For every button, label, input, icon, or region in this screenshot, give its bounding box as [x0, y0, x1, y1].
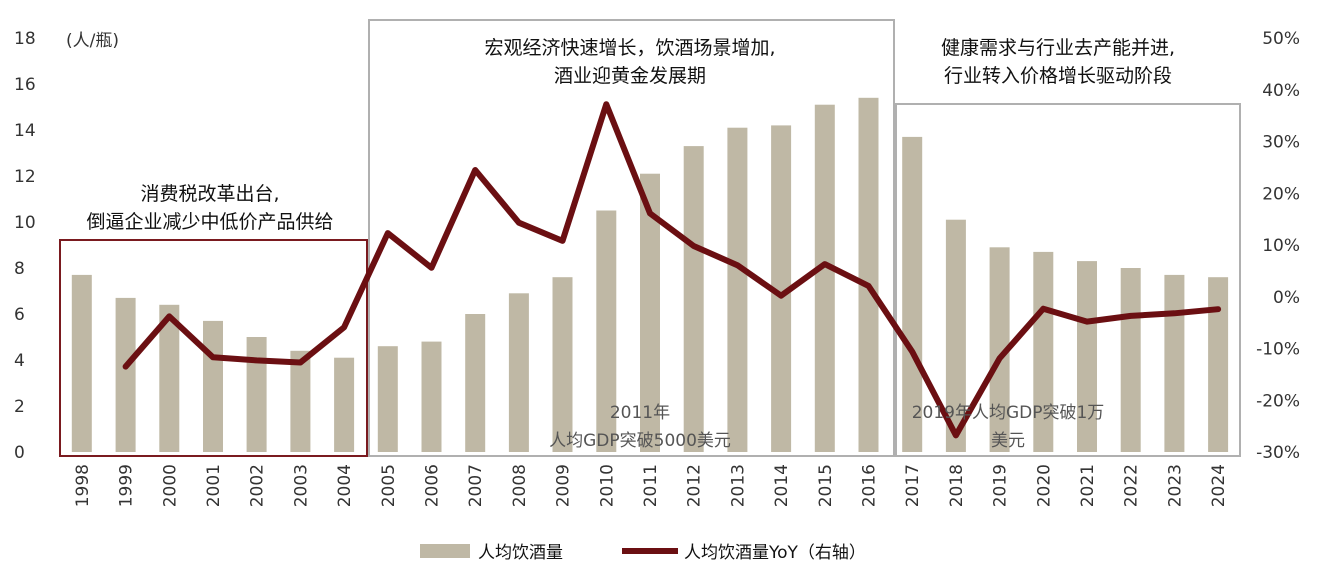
- right-axis-tick-label: 30%: [1262, 133, 1300, 153]
- left-axis-tick-label: 10: [14, 213, 36, 233]
- bar-2006: [421, 341, 442, 452]
- right-axis-tick-label: -30%: [1256, 443, 1300, 463]
- x-axis-tick-2015: 2015: [816, 464, 836, 507]
- legend-label-line: 人均饮酒量YoY（右轴）: [684, 543, 866, 563]
- x-axis-tick-2004: 2004: [335, 464, 355, 507]
- bar-1998: [71, 274, 92, 452]
- annotation-box3-line2: 行业转入价格增长驱动阶段: [944, 65, 1172, 87]
- left-axis-tick-label: 18: [14, 29, 36, 49]
- annotation-box3-line1: 健康需求与行业去产能并进,: [941, 37, 1175, 59]
- bar-2015: [814, 104, 835, 452]
- x-axis-tick-2023: 2023: [1165, 464, 1185, 507]
- annotation-box-price-driven-stage: [895, 103, 1241, 457]
- bar-2002: [246, 337, 267, 452]
- right-axis-tick-label: -20%: [1256, 391, 1300, 411]
- legend: 人均饮酒量 人均饮酒量YoY（右轴）: [420, 543, 866, 563]
- yoy-series-line: [122, 101, 1222, 439]
- bar-2009: [552, 277, 573, 452]
- x-axis-tick-1998: 1998: [73, 464, 93, 507]
- bar-2005: [377, 346, 398, 452]
- x-axis-tick-2011: 2011: [641, 464, 661, 507]
- left-axis-tick-label: 16: [14, 75, 36, 95]
- left-axis-tick-label: 14: [14, 121, 36, 141]
- x-axis-tick-2024: 2024: [1209, 464, 1229, 507]
- left-axis-tick-label: 0: [14, 443, 25, 463]
- bar-2018: [945, 219, 966, 452]
- annotation-box1-line1: 消费税改革出台,: [140, 183, 279, 205]
- bar-2016: [858, 97, 879, 453]
- right-axis-tick-label: 0%: [1273, 288, 1300, 308]
- bar-2012: [683, 146, 704, 452]
- annotation-box2-line1: 宏观经济快速增长，饮酒场景增加,: [484, 37, 775, 59]
- bar-2004: [334, 357, 355, 452]
- bar-2000: [159, 304, 180, 452]
- x-axis-tick-2010: 2010: [597, 464, 617, 507]
- left-axis-tick-label: 4: [14, 351, 25, 371]
- legend-label-bar: 人均饮酒量: [478, 543, 563, 563]
- x-axis-tick-2018: 2018: [947, 464, 967, 507]
- bar-2023: [1164, 274, 1185, 452]
- x-axis-tick-2017: 2017: [903, 464, 923, 507]
- right-axis-tick-label: -10%: [1256, 340, 1300, 360]
- note-2019-line1: 2019年人均GDP突破1万: [912, 403, 1105, 423]
- x-axis-tick-2022: 2022: [1122, 464, 1142, 507]
- bar-2011: [640, 173, 660, 452]
- annotation-box-golden-period: [368, 19, 895, 457]
- left-axis-tick-label: 2: [14, 397, 25, 417]
- x-axis-tick-2020: 2020: [1034, 464, 1054, 507]
- bar-2014: [771, 125, 792, 453]
- right-axis-tick-label: 20%: [1262, 184, 1300, 204]
- bar-2007: [465, 314, 486, 452]
- bar-2013: [727, 127, 748, 452]
- x-axis-tick-2007: 2007: [466, 464, 486, 507]
- x-axis-tick-2021: 2021: [1078, 464, 1098, 507]
- bar-2020: [1033, 251, 1054, 452]
- left-axis-tick-label: 6: [14, 305, 25, 325]
- x-axis-tick-2009: 2009: [554, 464, 574, 507]
- bar-2003: [290, 350, 311, 452]
- annotation-box-consumption-tax: [59, 239, 368, 457]
- bar-2008: [508, 293, 529, 452]
- annotation-box2-line2: 酒业迎黄金发展期: [554, 65, 706, 87]
- x-axis-tick-2001: 2001: [204, 464, 224, 507]
- x-axis-tick-2005: 2005: [379, 464, 399, 507]
- bar-2001: [203, 320, 223, 452]
- x-axis-tick-2008: 2008: [510, 464, 530, 507]
- legend-swatch-bar: [420, 544, 470, 558]
- x-axis-tick-1999: 1999: [117, 464, 137, 507]
- x-axis-tick-2006: 2006: [423, 464, 443, 507]
- x-axis-tick-2012: 2012: [685, 464, 705, 507]
- left-axis-tick-label: 12: [14, 167, 36, 187]
- bar-2024: [1208, 277, 1229, 452]
- bar-2022: [1120, 268, 1141, 452]
- right-axis-tick-label: 50%: [1262, 29, 1300, 49]
- right-axis-tick-label: 10%: [1262, 236, 1300, 256]
- x-axis-tick-2019: 2019: [991, 464, 1011, 507]
- x-axis-tick-2002: 2002: [248, 464, 268, 507]
- x-axis-tick-2014: 2014: [772, 464, 792, 507]
- bar-2019: [989, 247, 1010, 452]
- note-2011-line1: 2011年: [610, 403, 670, 423]
- x-axis-tick-2000: 2000: [160, 464, 180, 507]
- left-axis-tick-label: 8: [14, 259, 25, 279]
- right-axis-tick-label: 40%: [1262, 81, 1300, 101]
- bar-1999: [115, 297, 136, 452]
- bar-2010: [596, 210, 617, 452]
- note-2019-line2: 美元: [991, 431, 1025, 451]
- annotation-box1-line2: 倒逼企业减少中低价产品供给: [86, 211, 333, 233]
- x-axis-tick-2013: 2013: [728, 464, 748, 507]
- left-axis-unit-label: (人/瓶): [66, 31, 119, 51]
- x-axis-tick-2003: 2003: [291, 464, 311, 507]
- bar-2021: [1077, 261, 1097, 452]
- x-axis-tick-2016: 2016: [860, 464, 880, 507]
- note-2011-line2: 人均GDP突破5000美元: [549, 431, 731, 451]
- bar-2017: [902, 136, 923, 452]
